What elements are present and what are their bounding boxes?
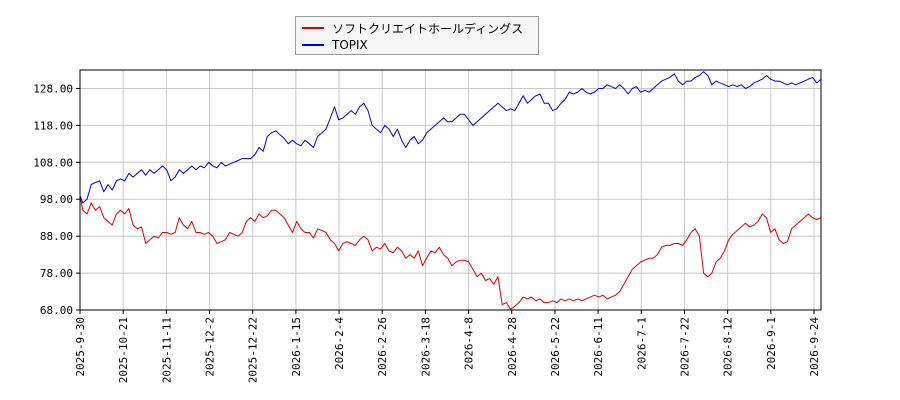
x-tick-label: 2026-2-4 [333, 317, 346, 370]
x-tick-label: 2026-5-22 [549, 317, 562, 377]
y-tick-label: 68.00 [40, 304, 73, 317]
legend: ソフトクリエイトホールディングス TOPIX [295, 16, 539, 55]
x-axis-ticks: 2025-9-30 2025-10-21 2025-11-11 2025-12-2 20… [74, 310, 821, 383]
series-line-softcreate [79, 195, 822, 310]
grid-lines [79, 70, 821, 311]
legend-item-topix: TOPIX [302, 37, 368, 53]
y-tick-label: 118.00 [33, 119, 73, 132]
series-line-topix [79, 71, 822, 204]
x-tick-label: 2026-7-1 [635, 317, 648, 370]
x-tick-label: 2026-2-26 [376, 317, 389, 377]
legend-swatch-blue [302, 44, 324, 46]
x-tick-label: 2025-12-2 [204, 317, 217, 377]
x-tick-label: 2026-8-12 [722, 317, 735, 377]
x-tick-label: 2025-12-22 [247, 317, 260, 383]
x-tick-label: 2026-4-8 [463, 317, 476, 370]
legend-swatch-red [302, 27, 324, 29]
x-tick-label: 2026-6-11 [592, 317, 605, 377]
legend-label: TOPIX [332, 38, 368, 52]
x-tick-label: 2026-4-28 [506, 317, 519, 377]
x-tick-label: 2025-9-30 [74, 317, 87, 377]
y-tick-label: 128.00 [33, 82, 73, 95]
x-tick-label: 2026-9-24 [808, 317, 821, 377]
x-tick-label: 2026-9-1 [765, 317, 778, 370]
x-tick-label: 2025-10-21 [117, 317, 130, 383]
legend-label: ソフトクリエイトホールディングス [332, 21, 524, 36]
y-tick-label: 88.00 [40, 230, 73, 243]
x-tick-label: 2025-11-11 [160, 317, 173, 383]
x-tick-label: 2026-3-18 [419, 317, 432, 377]
y-tick-label: 98.00 [40, 193, 73, 206]
series-lines [79, 71, 822, 310]
y-tick-label: 108.00 [33, 156, 73, 169]
x-tick-label: 2026-1-15 [290, 317, 303, 377]
legend-item-softcreate: ソフトクリエイトホールディングス [302, 20, 523, 36]
plot-frame [79, 69, 822, 311]
x-tick-label: 2026-7-22 [678, 317, 691, 377]
y-axis-ticks: 68.00 78.00 88.00 98.00 108.00 118.00 128.00 [33, 82, 80, 317]
y-tick-label: 78.00 [40, 267, 73, 280]
